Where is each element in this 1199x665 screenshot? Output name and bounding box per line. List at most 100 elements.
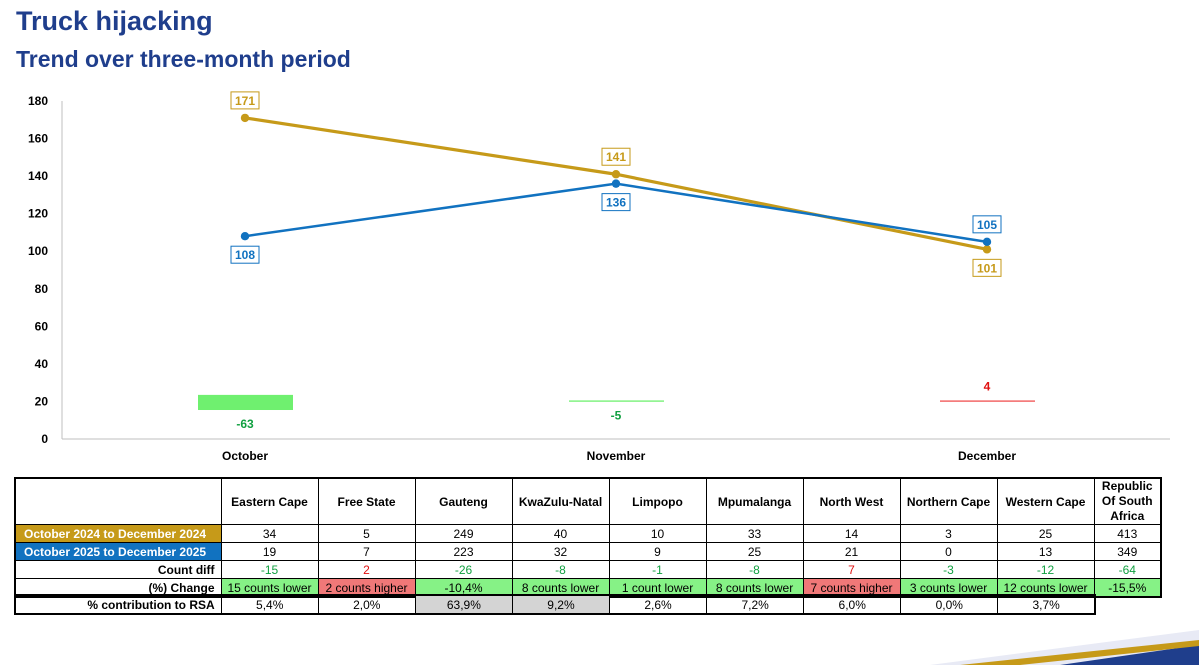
contribution-table: % contribution to RSA 5,4% 2,0% 63,9% 9,… xyxy=(14,594,1096,615)
x-tick-label: October xyxy=(222,449,268,463)
table-cell: -12 xyxy=(996,560,1095,579)
table-cell: 1 count lower xyxy=(608,578,707,598)
table-row-2025: October 2025 to December 2025 19 7 223 3… xyxy=(14,542,1162,561)
table-cell: 33 xyxy=(705,524,804,543)
table-cell: 5,4% xyxy=(220,594,319,615)
table-row-contribution: % contribution to RSA 5,4% 2,0% 63,9% 9,… xyxy=(14,594,1096,615)
row-label: % contribution to RSA xyxy=(14,594,222,615)
table-cell: -3 xyxy=(899,560,998,579)
column-header: Republic Of South Africa xyxy=(1093,477,1162,525)
series-line xyxy=(244,182,988,244)
table-cell: 2 xyxy=(317,560,416,579)
y-tick-label: 120 xyxy=(28,207,48,221)
column-header: North West xyxy=(802,477,901,525)
page-title: Truck hijacking xyxy=(16,6,213,36)
table-cell: 8 counts lower xyxy=(511,578,610,598)
table-cell: 0 xyxy=(899,542,998,561)
diff-bar xyxy=(940,400,1035,402)
data-point xyxy=(611,170,621,179)
page-subtitle: Trend over three-month period xyxy=(16,46,351,72)
y-tick-label: 180 xyxy=(28,94,48,108)
table-cell: 413 xyxy=(1093,524,1162,543)
table-cell: 3 counts lower xyxy=(899,578,998,598)
data-point xyxy=(611,179,621,188)
table-cell: 223 xyxy=(414,542,513,561)
column-header: KwaZulu-Natal xyxy=(511,477,610,525)
table-cell: -64 xyxy=(1093,560,1162,579)
table-cell: 32 xyxy=(511,542,610,561)
data-label-box xyxy=(230,91,260,110)
province-table: Eastern Cape Free State Gauteng KwaZulu-… xyxy=(14,477,1162,598)
row-label: Count diff xyxy=(14,560,222,579)
y-tick-label: 60 xyxy=(35,319,49,333)
table-cell: 3 xyxy=(899,524,998,543)
table-cell: 2,0% xyxy=(317,594,416,615)
diff-bar xyxy=(198,394,293,411)
column-header: Gauteng xyxy=(414,477,513,525)
data-label: 141 xyxy=(606,150,626,164)
data-point xyxy=(982,237,992,247)
column-header: Northern Cape xyxy=(899,477,998,525)
table-cell: -15,5% xyxy=(1093,578,1162,598)
column-header: Limpopo xyxy=(608,477,707,525)
data-label: 171 xyxy=(235,94,255,108)
data-label-box xyxy=(230,245,260,264)
table-row-count-diff: Count diff -15 2 -26 -8 -1 -8 7 -3 -12 -… xyxy=(14,560,1162,579)
table-cell: 3,7% xyxy=(997,594,1096,615)
data-label: 105 xyxy=(977,218,997,232)
data-label: 136 xyxy=(606,196,626,210)
data-label-box xyxy=(972,258,1002,277)
table-cell: -8 xyxy=(705,560,804,579)
data-point xyxy=(982,245,992,254)
data-label: 101 xyxy=(977,261,997,275)
table-cell: 249 xyxy=(414,524,513,543)
data-point xyxy=(240,113,250,123)
table-cell: -1 xyxy=(608,560,707,579)
table-cell: -8 xyxy=(511,560,610,579)
table-cell: 12 counts lower xyxy=(996,578,1095,598)
table-cell: 13 xyxy=(996,542,1095,561)
table-cell: 14 xyxy=(802,524,901,543)
row-label: October 2024 to December 2024 xyxy=(14,524,222,543)
y-tick-label: 20 xyxy=(35,394,49,408)
table-cell: 40 xyxy=(511,524,610,543)
table-cell: 7 xyxy=(317,542,416,561)
data-point xyxy=(240,232,250,241)
table-row-pct-change: (%) Change 15 counts lower 2 counts high… xyxy=(14,578,1162,598)
table-cell: 349 xyxy=(1093,542,1162,561)
y-tick-label: 80 xyxy=(35,282,49,296)
row-label: October 2025 to December 2025 xyxy=(14,542,222,561)
table-cell: 63,9% xyxy=(414,594,513,615)
table-cell: 0,0% xyxy=(900,594,999,615)
table-cell: 7 xyxy=(802,560,901,579)
column-header: Mpumalanga xyxy=(705,477,804,525)
column-header: Free State xyxy=(317,477,416,525)
diff-bar-label: -63 xyxy=(236,417,254,431)
table-cell: 8 counts lower xyxy=(705,578,804,598)
table-header-row: Eastern Cape Free State Gauteng KwaZulu-… xyxy=(15,477,1162,525)
table-cell: -15 xyxy=(220,560,319,579)
y-tick-label: 160 xyxy=(28,132,48,146)
column-header: Eastern Cape xyxy=(220,477,319,525)
table-cell: 6,0% xyxy=(803,594,902,615)
table-cell: 2 counts higher xyxy=(317,578,416,598)
data-label-box xyxy=(601,193,631,212)
data-label: 108 xyxy=(235,248,255,262)
table-cell: 10 xyxy=(608,524,707,543)
y-tick-label: 100 xyxy=(28,244,48,258)
column-header: Western Cape xyxy=(996,477,1095,525)
y-tick-label: 40 xyxy=(35,357,49,371)
table-corner-cell xyxy=(15,478,222,525)
y-tick-label: 0 xyxy=(41,432,48,446)
x-tick-label: December xyxy=(958,449,1016,463)
table-cell: 21 xyxy=(802,542,901,561)
diff-bar-label: -5 xyxy=(611,408,622,422)
table-cell: 19 xyxy=(220,542,319,561)
diff-bar-label: 4 xyxy=(984,379,991,393)
table-cell: 9 xyxy=(608,542,707,561)
table-cell: 7,2% xyxy=(706,594,805,615)
table-row-2024: October 2024 to December 2024 34 5 249 4… xyxy=(14,524,1162,543)
table-cell: 25 xyxy=(705,542,804,561)
data-label-box xyxy=(972,215,1002,234)
